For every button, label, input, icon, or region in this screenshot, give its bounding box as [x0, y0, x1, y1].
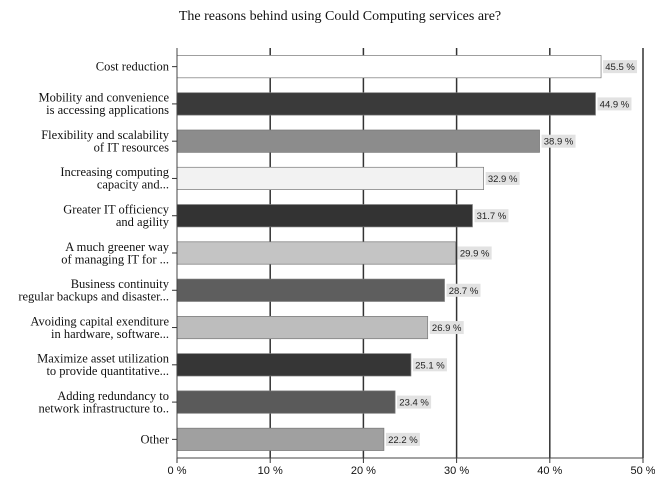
category-label: to provide quantitative... [46, 364, 169, 378]
value-label-bg [397, 395, 432, 409]
chart-title: The reasons behind using Could Computing… [179, 9, 501, 24]
category-label: Greater IT officiency [63, 202, 169, 216]
bar [176, 353, 412, 377]
value-label-bg [457, 246, 492, 260]
value-label-bg [412, 358, 447, 372]
bar [176, 92, 596, 116]
value-label: 29.9 % [460, 249, 490, 260]
category-label: regular backups and disaster... [18, 290, 169, 304]
category-label: Cost reduction [96, 60, 170, 74]
value-label-bg [603, 60, 638, 74]
value-label: 22.2 % [388, 435, 418, 446]
value-label-bg [541, 134, 576, 148]
value-label: 32.9 % [488, 174, 518, 185]
category-label: in hardware, software... [51, 327, 169, 341]
value-label: 31.7 % [477, 211, 507, 222]
category-label: capacity and... [97, 178, 169, 192]
category-label: of managing IT for ... [61, 252, 169, 266]
category-label: A much greener way [65, 240, 170, 254]
category-label: Business continuity [71, 277, 170, 291]
category-label: Adding redundancy to [57, 389, 169, 403]
bar [176, 241, 457, 265]
x-tick-label: 40 % [537, 465, 562, 477]
value-label-bg [429, 321, 464, 335]
bar [176, 55, 602, 79]
category-label: Flexibility and scalability [41, 128, 170, 142]
bar [176, 129, 540, 153]
category-label: and agility [116, 215, 170, 229]
category-label: Other [141, 432, 170, 446]
category-label: Maximize asset utilization [37, 352, 170, 366]
category-label: Increasing computing [60, 165, 169, 179]
category-label: of IT resources [94, 140, 170, 154]
x-tick-label: 30 % [444, 465, 469, 477]
category-label: network infrastructure to.. [38, 401, 169, 415]
axis-layer: 0 % 10 % 20 % 30 % 40 % 50 % Cost reduction Mob… [18, 48, 655, 477]
x-tick-label: 50 % [630, 465, 655, 477]
value-label: 26.9 % [432, 323, 462, 334]
category-label: is accessing applications [46, 103, 169, 117]
label-layer: 45.5 % 44.9 % 38.9 % 32.9 % 31.7 % 29.9 % 28.7… [385, 60, 638, 446]
x-tick-label: 0 % [168, 465, 187, 477]
grid-layer [269, 48, 644, 458]
value-label-bg [474, 209, 509, 223]
value-label: 28.7 % [449, 286, 479, 297]
value-label-bg [597, 97, 632, 111]
value-label-bg [485, 171, 520, 185]
category-label: Mobility and convenience [38, 91, 169, 105]
value-label: 25.1 % [415, 360, 445, 371]
value-label: 38.9 % [544, 137, 574, 148]
value-label: 44.9 % [600, 99, 630, 110]
value-label-bg [446, 283, 481, 297]
value-label-bg [385, 432, 420, 446]
bar [176, 390, 396, 414]
bar [176, 166, 484, 190]
category-label: Avoiding capital exenditure [30, 314, 169, 328]
value-label: 23.4 % [399, 398, 429, 409]
bar [176, 427, 385, 451]
bar-layer [176, 55, 602, 451]
bar [176, 278, 445, 302]
bar [176, 316, 429, 340]
value-label: 45.5 % [605, 62, 635, 73]
bar [176, 204, 473, 228]
x-tick-label: 20 % [351, 465, 376, 477]
x-tick-label: 10 % [258, 465, 283, 477]
